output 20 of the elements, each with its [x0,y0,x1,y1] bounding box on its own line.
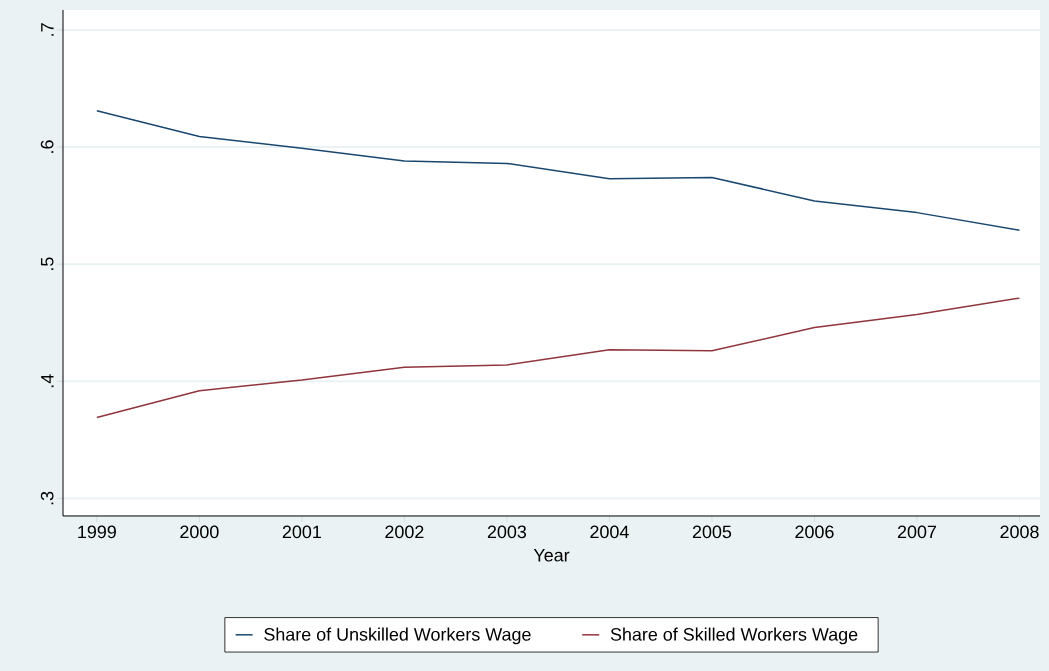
x-axis-title: Year [533,549,570,562]
x-tick-label: 2000 [180,525,219,539]
x-tick-label: 2007 [897,525,937,539]
x-tick-label: 2001 [282,525,321,539]
legend-label: Share of Unskilled Workers Wage [264,627,531,645]
x-tick-label: 2005 [692,525,732,539]
y-tick-label: .5 [40,257,54,270]
x-tick-label: 2003 [487,525,527,539]
x-tick-label: 1999 [78,525,116,539]
y-tick-label: .7 [41,23,54,36]
y-tick-label: .3 [40,491,54,505]
legend-label: Share of Skilled Workers Wage [610,627,858,645]
x-tick-label: 2006 [795,525,834,539]
x-tick-label: 2004 [590,525,629,539]
line-series [96,109,1021,231]
x-tick-label: 2002 [385,525,424,539]
y-tick-label: .4 [41,374,54,388]
line-series [96,297,1021,419]
x-tick-label: 2008 [1000,525,1039,539]
y-tick-label: .6 [40,140,54,153]
